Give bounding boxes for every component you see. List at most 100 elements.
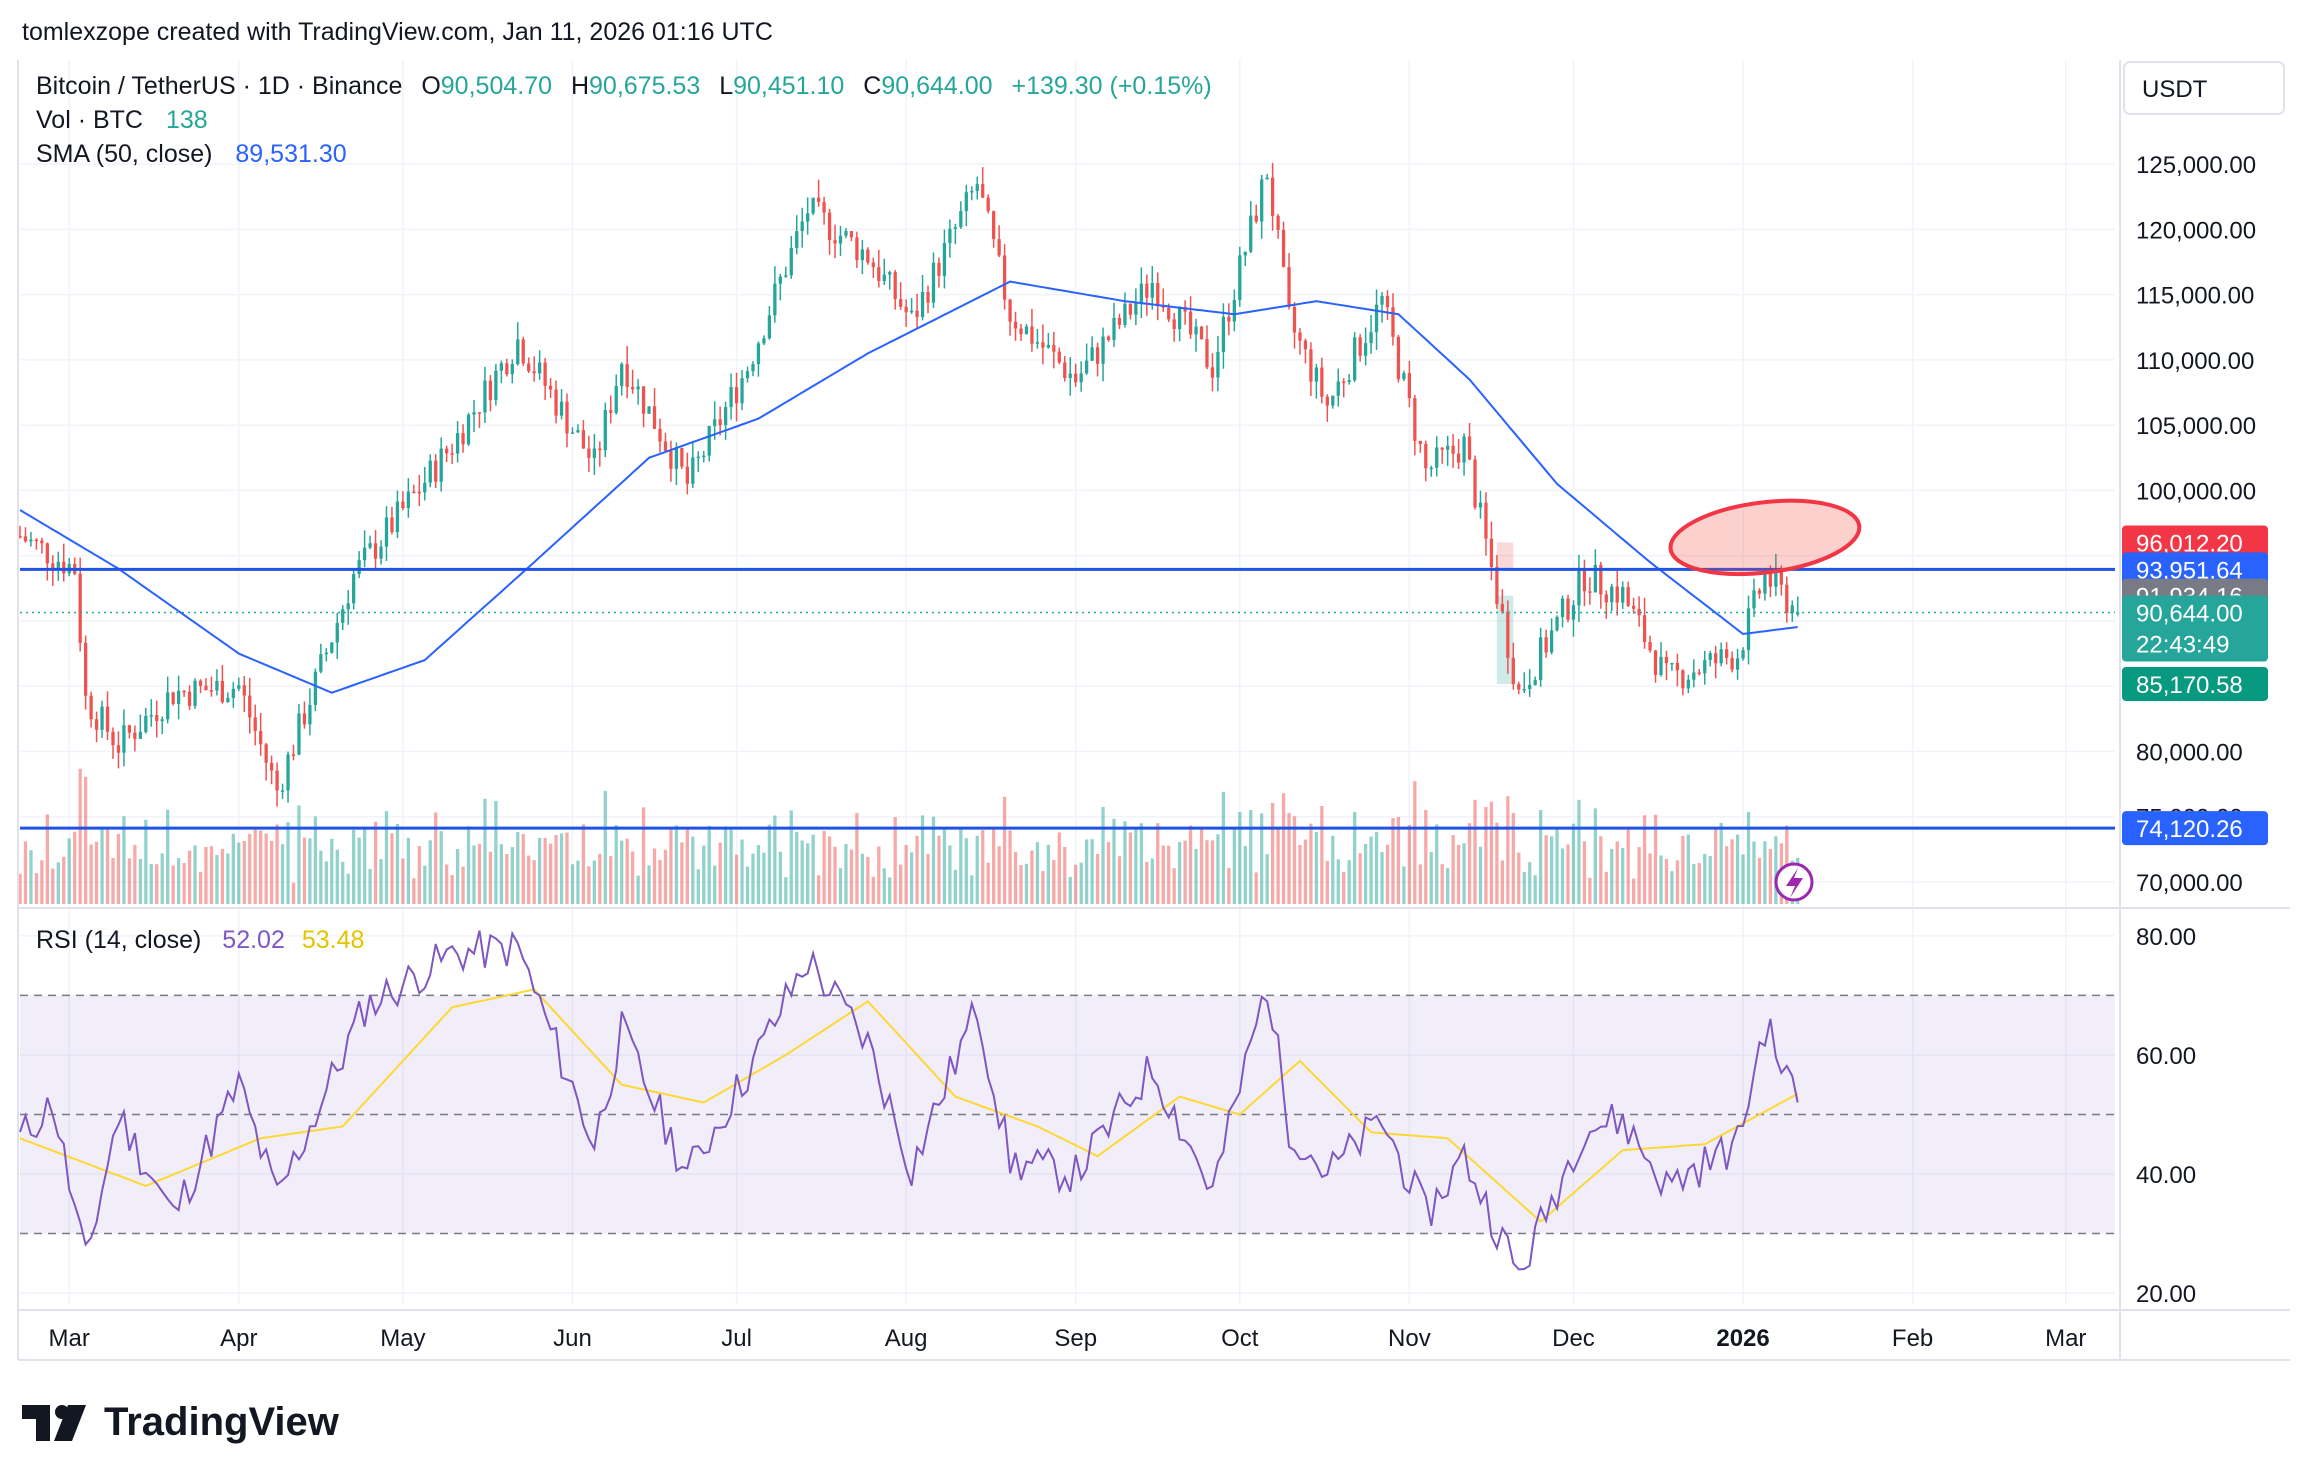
candle-body [445, 448, 449, 454]
volume-bar [1697, 863, 1701, 904]
volume-bar [1489, 801, 1494, 904]
candle-body [1440, 447, 1444, 450]
volume-bar [1517, 852, 1521, 904]
volume-bar [237, 842, 241, 904]
candle-body [866, 249, 870, 263]
candle-body [412, 491, 416, 494]
volume-bar [100, 828, 104, 904]
volume-bar [83, 776, 88, 904]
volume-bar [357, 837, 361, 904]
tradingview-logo-icon [22, 1404, 86, 1441]
volume-bar [1123, 821, 1127, 904]
candle-body [647, 406, 651, 414]
candle-body [1681, 670, 1685, 689]
candle-body [1314, 367, 1319, 382]
horizontal-lines[interactable] [20, 567, 2115, 830]
rsi-ma-line [19, 988, 1799, 1223]
candle-body [1462, 436, 1466, 463]
volume-bar [198, 871, 203, 904]
candle-body [975, 184, 979, 191]
volume-bar [669, 828, 673, 904]
volume-bar [1549, 836, 1554, 904]
volume-bar [1500, 860, 1505, 904]
volume-bar [1768, 848, 1773, 904]
candle-body [1495, 566, 1499, 605]
candle-body [581, 430, 586, 449]
high-value: 90,675.53 [589, 72, 700, 100]
candle-body [308, 704, 312, 725]
countdown-label: 22:43:49 [2136, 632, 2229, 659]
volume-bar [1353, 812, 1357, 904]
volume-bar [1451, 835, 1455, 904]
volume-bar [330, 838, 334, 904]
badge-85170-label: 85,170.58 [2136, 672, 2243, 699]
candle-body [1156, 282, 1160, 307]
candle-body [1292, 306, 1297, 333]
candle-body [248, 695, 252, 718]
badge-74120-label: 74,120.26 [2136, 816, 2243, 843]
volume-bar [1462, 843, 1466, 904]
volume-bar [1746, 811, 1751, 904]
volume-bar [428, 840, 432, 904]
volume-bar [1637, 847, 1641, 904]
candle-body [455, 433, 460, 454]
candle-body [105, 706, 110, 732]
volume-bar [1167, 845, 1171, 904]
volume-bar [1429, 852, 1433, 904]
price-tick-label: 110,000.00 [2136, 348, 2254, 375]
volume-bar [62, 856, 66, 904]
candle-body [964, 192, 968, 212]
candle-body [1560, 598, 1565, 617]
candle-body [1199, 326, 1204, 340]
volume-bar [155, 864, 159, 904]
close-value: 90,644.00 [881, 72, 992, 100]
candle-body [1571, 605, 1576, 620]
candle-body [1221, 316, 1226, 352]
candle-body [855, 237, 859, 261]
candle-body [461, 433, 465, 445]
candle-body [18, 536, 22, 538]
candle-body [1210, 367, 1215, 378]
volume-bar [630, 851, 635, 904]
time-tick-label: Aug [885, 1325, 928, 1352]
volume-bar [1456, 844, 1461, 904]
volume-bar [1046, 844, 1050, 904]
price-tick-label: 120,000.00 [2136, 217, 2256, 244]
candle-body [516, 339, 520, 365]
volume-bar [160, 853, 164, 904]
volume-bar [215, 854, 219, 904]
volume-bar [789, 810, 793, 904]
candle-body [253, 717, 257, 732]
currency-button[interactable]: USDT [2123, 61, 2285, 115]
volume-bar [45, 814, 49, 904]
candle-body [313, 671, 318, 705]
volume-bar [209, 846, 214, 904]
volume-bar [259, 830, 263, 904]
volume-bar [379, 859, 383, 904]
volume-bar [253, 826, 257, 904]
volume-bar [937, 835, 941, 904]
time-tick-label: 2026 [1716, 1325, 1769, 1352]
candle-body [680, 447, 684, 467]
candle-body [472, 412, 476, 415]
volume-bars [18, 768, 1800, 904]
candle-body [538, 362, 542, 374]
volume-bar [1473, 799, 1477, 904]
volume-bar [73, 831, 77, 904]
volume-bar [986, 862, 990, 904]
volume-bar [1621, 848, 1625, 904]
volume-bar [1002, 796, 1007, 904]
candle-body [362, 547, 367, 561]
candles[interactable] [18, 162, 1800, 807]
candle-body [1013, 321, 1018, 329]
candle-body [1276, 215, 1280, 231]
volume-bar [412, 878, 416, 904]
candle-body [450, 453, 454, 455]
volume-bar [855, 813, 859, 904]
volume-bar [1735, 834, 1740, 904]
candle-body [773, 283, 777, 316]
ellipse-annotation[interactable] [1666, 491, 1863, 584]
lightning-icon[interactable] [1774, 862, 1814, 902]
volume-bar [570, 864, 575, 904]
